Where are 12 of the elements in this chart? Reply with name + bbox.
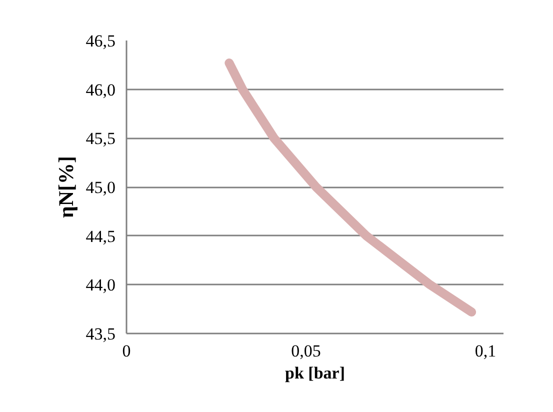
y-tick-label: 43,5 xyxy=(86,324,116,344)
y-tick-label: 44,5 xyxy=(86,226,116,246)
x-tick-label: 0 xyxy=(122,342,131,360)
x-tick-label: 0,05 xyxy=(291,342,321,360)
y-tick-label: 46,5 xyxy=(86,32,116,50)
y-axis-title: ηN[%] xyxy=(54,156,78,218)
y-tick-label: 46,0 xyxy=(86,80,116,100)
y-tick-label: 45,5 xyxy=(86,129,116,148)
y-tick-label: 44,0 xyxy=(86,276,116,295)
x-axis-title: pk [bar] xyxy=(285,364,345,382)
x-tick-label: 0,1 xyxy=(474,342,496,360)
y-tick-label: 45,0 xyxy=(86,178,116,197)
